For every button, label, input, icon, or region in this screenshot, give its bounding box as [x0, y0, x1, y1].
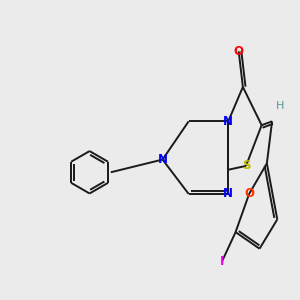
Text: I: I	[220, 255, 224, 268]
Text: N: N	[223, 115, 233, 128]
Text: N: N	[223, 188, 233, 200]
Text: O: O	[244, 188, 254, 200]
Text: N: N	[158, 153, 168, 166]
Text: O: O	[234, 45, 244, 58]
Text: H: H	[276, 101, 285, 111]
Text: S: S	[242, 159, 250, 172]
